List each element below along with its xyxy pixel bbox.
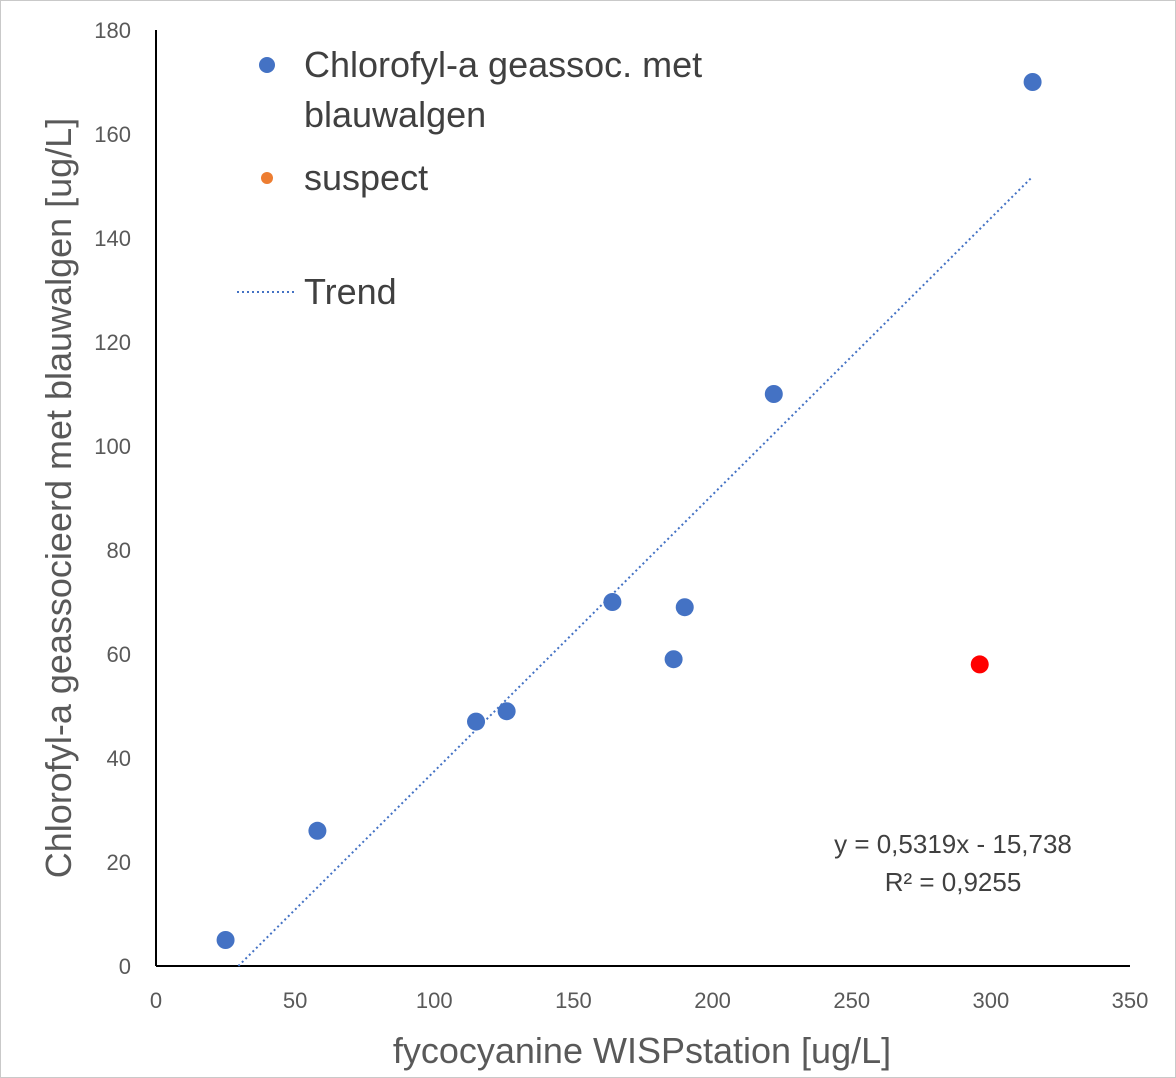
x-tick-label-150: 150 — [555, 988, 592, 1013]
x-tick-label-100: 100 — [416, 988, 453, 1013]
y-tick-label-140: 140 — [94, 226, 131, 251]
x-tick-label-0: 0 — [150, 988, 162, 1013]
legend-label-suspect: suspect — [304, 157, 428, 198]
y-tick-label-180: 180 — [94, 18, 131, 43]
legend-marker-suspect — [261, 172, 273, 184]
data-point-8 — [764, 385, 783, 403]
y-tick-label-40: 40 — [107, 746, 131, 771]
data-point-6 — [664, 650, 683, 669]
legend: Chlorofyl-a geassoc. met blauwalgen susp… — [237, 44, 702, 312]
x-tick-label-50: 50 — [283, 988, 307, 1013]
suspect-point-1 — [970, 655, 989, 674]
y-tick-labels: 0 20 40 60 80 100 120 140 160 180 — [94, 18, 131, 979]
y-tick-label-160: 160 — [94, 122, 131, 147]
legend-label-series-1-line-2: blauwalgen — [304, 94, 486, 135]
trendline-equation: y = 0,5319x - 15,738 — [834, 829, 1072, 859]
data-point-5 — [603, 593, 622, 611]
y-axis-title: Chlorofyl-a geassocieerd met blauwalgen … — [38, 118, 79, 878]
data-point-3 — [467, 712, 486, 731]
data-point-1 — [216, 931, 235, 949]
x-tick-label-300: 300 — [972, 988, 1009, 1013]
data-point-7 — [675, 598, 694, 617]
x-tick-label-200: 200 — [694, 988, 731, 1013]
trendline-r-squared: R² = 0,9255 — [885, 867, 1022, 897]
legend-marker-series-1 — [259, 57, 275, 73]
data-points — [216, 73, 1042, 949]
y-tick-label-80: 80 — [107, 538, 131, 563]
y-tick-label-120: 120 — [94, 330, 131, 355]
x-tick-label-350: 350 — [1112, 988, 1149, 1013]
y-tick-label-60: 60 — [107, 642, 131, 667]
data-point-9 — [1023, 73, 1042, 91]
data-point-2 — [308, 821, 327, 840]
x-axis-title: fycocyanine WISPstation [ug/L] — [393, 1030, 891, 1071]
legend-label-series-1-line-1: Chlorofyl-a geassoc. met — [304, 44, 702, 85]
y-tick-label-100: 100 — [94, 434, 131, 459]
trendline — [237, 175, 1034, 967]
x-tick-labels: 0 50 100 150 200 250 300 350 — [150, 988, 1148, 1013]
legend-label-trend: Trend — [304, 271, 397, 312]
x-tick-label-250: 250 — [833, 988, 870, 1013]
axes — [155, 30, 1130, 967]
y-tick-label-0: 0 — [119, 954, 131, 979]
y-tick-label-20: 20 — [107, 850, 131, 875]
data-point-4 — [497, 702, 516, 721]
